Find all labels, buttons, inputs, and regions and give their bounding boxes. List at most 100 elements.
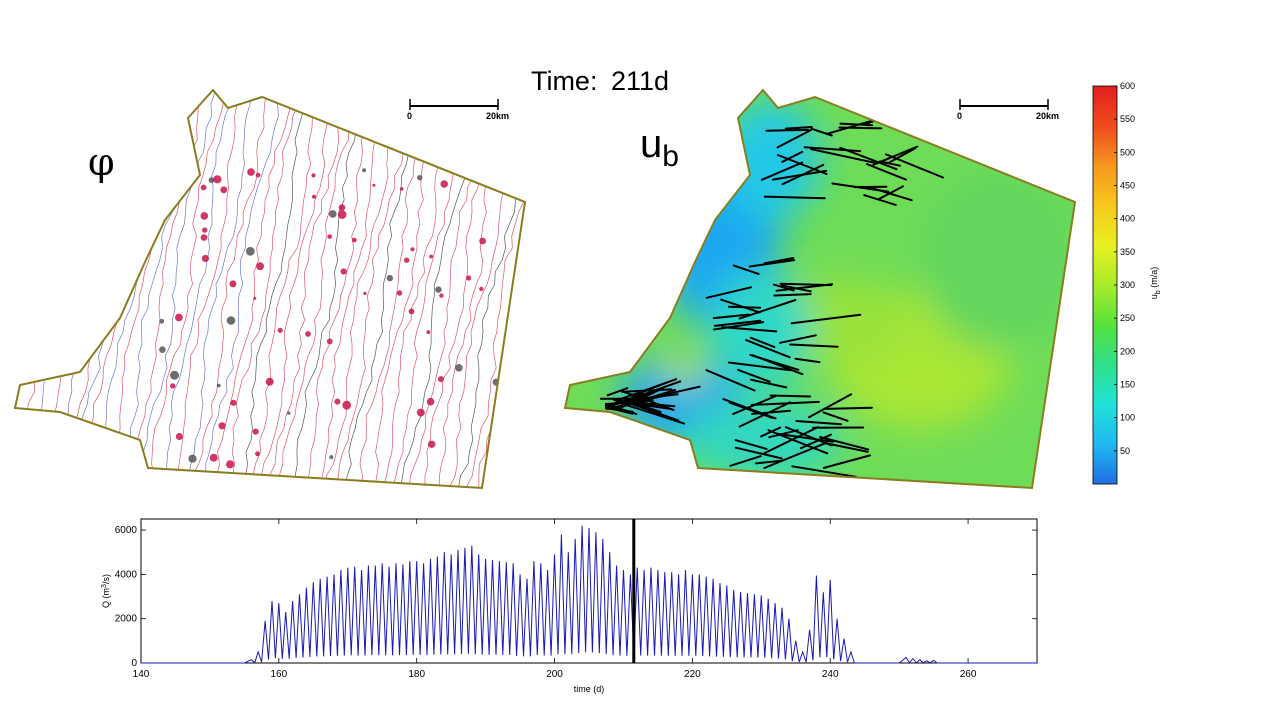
channel-segment: [884, 108, 952, 125]
moulin-point: [265, 377, 274, 386]
contour-line: [447, 90, 522, 488]
discharge-chart: 140 160 180 200 220 240 260 0 2000 4000 6000 time …: [101, 518, 1038, 694]
moulin-point: [329, 455, 334, 460]
moulin-point: [342, 400, 352, 410]
moulin-point: [399, 187, 404, 191]
channel-segment: [745, 339, 791, 359]
moulin-point: [255, 451, 261, 457]
moulin-point: [417, 175, 423, 181]
moulin-point: [327, 234, 333, 239]
moulin-point: [226, 316, 236, 325]
contour-line: [342, 90, 425, 488]
moulin-point: [440, 180, 449, 188]
moulin-point: [337, 210, 347, 219]
moulin-point: [159, 318, 165, 324]
contour-line: [181, 90, 253, 488]
phi-symbol: φ: [88, 140, 115, 184]
moulin-point: [218, 422, 226, 430]
channel-segment: [606, 387, 629, 397]
moulin-point: [209, 453, 218, 462]
moulin-point: [213, 175, 222, 184]
x-tick-label: 220: [684, 669, 701, 680]
moulin-point: [410, 247, 415, 252]
contour-line: [252, 90, 333, 488]
moulin-point: [437, 376, 444, 383]
channel-segment: [775, 283, 834, 292]
velocity-field: [565, 90, 1075, 488]
moulin-point: [220, 186, 228, 194]
contour-line: [103, 90, 179, 488]
contour-line: [515, 90, 525, 488]
x-tick-label: 180: [408, 669, 425, 680]
channel-segment: [763, 195, 826, 200]
moulin-point: [416, 408, 425, 417]
moulin-point: [200, 234, 208, 241]
channel-segment: [750, 400, 820, 406]
ub-symbol-main: u: [640, 122, 663, 166]
moulin-point: [208, 177, 215, 184]
colorbar-tick-label: 300: [1120, 280, 1135, 290]
moulin-point: [428, 440, 436, 448]
moulin-point: [202, 227, 208, 233]
channel-segment: [763, 441, 828, 469]
channel-segment: [763, 257, 795, 265]
moulin-point: [311, 173, 316, 178]
contour-line: [214, 90, 295, 488]
channel-segment: [877, 185, 904, 201]
x-tick-label: 260: [960, 669, 977, 680]
contour-line: [488, 90, 525, 488]
contour-line: [321, 90, 395, 488]
moulin-point: [493, 170, 499, 175]
channel-segment: [810, 148, 879, 165]
moulin-point: [200, 184, 207, 191]
channel-segment: [713, 321, 765, 331]
contour-line: [147, 90, 228, 488]
channel-segment: [737, 368, 771, 383]
moulin-point: [201, 254, 209, 263]
y-tick-label: 6000: [115, 525, 138, 536]
x-tick-label: 240: [822, 669, 839, 680]
moulin-point: [326, 338, 333, 345]
moulin-point: [426, 330, 431, 335]
contour-line: [172, 90, 247, 488]
contour-line: [227, 90, 305, 488]
channel-segment: [810, 127, 833, 137]
channel-segment: [619, 401, 686, 425]
channel-segment: [825, 120, 872, 135]
colorbar-label: ub (m/a): [1149, 267, 1162, 299]
time-title: Time: 211d: [0, 66, 1200, 97]
channel-segment: [712, 313, 750, 320]
time-label: Time:: [530, 66, 598, 96]
channel-segment: [721, 326, 778, 333]
y-tick-label: 2000: [115, 614, 138, 625]
moulin-point: [277, 327, 283, 333]
y-tick-label: 0: [131, 658, 137, 669]
contour-line: [265, 90, 347, 488]
contour-line: [163, 90, 237, 488]
channel-segment: [705, 286, 752, 299]
channel-segment: [768, 429, 799, 439]
contour-line: [383, 90, 453, 488]
moulin-point: [408, 308, 415, 315]
contour-line: [464, 90, 525, 488]
moulin-point: [159, 346, 166, 354]
moulin-point: [188, 454, 197, 463]
channel-segment: [779, 334, 817, 344]
colorbar-tick-label: 350: [1120, 247, 1135, 257]
ub-symbol-sub: b: [662, 140, 679, 173]
moulin-point: [226, 460, 235, 469]
colorbar-tick-label: 600: [1120, 81, 1135, 91]
channel-segment: [803, 146, 862, 153]
moulin-point: [334, 398, 341, 405]
moulin-point: [216, 383, 221, 388]
moulin-point: [439, 293, 444, 298]
moulin-point: [429, 254, 433, 259]
channel-segment: [790, 313, 862, 325]
contour-line: [188, 90, 267, 488]
scale-start: 0: [957, 111, 962, 121]
colorbar-tick-label: 550: [1120, 114, 1135, 124]
x-tick-label: 140: [133, 669, 150, 680]
channel-segment: [784, 126, 813, 130]
channel-segment: [824, 442, 869, 453]
contour-line: [304, 90, 380, 488]
